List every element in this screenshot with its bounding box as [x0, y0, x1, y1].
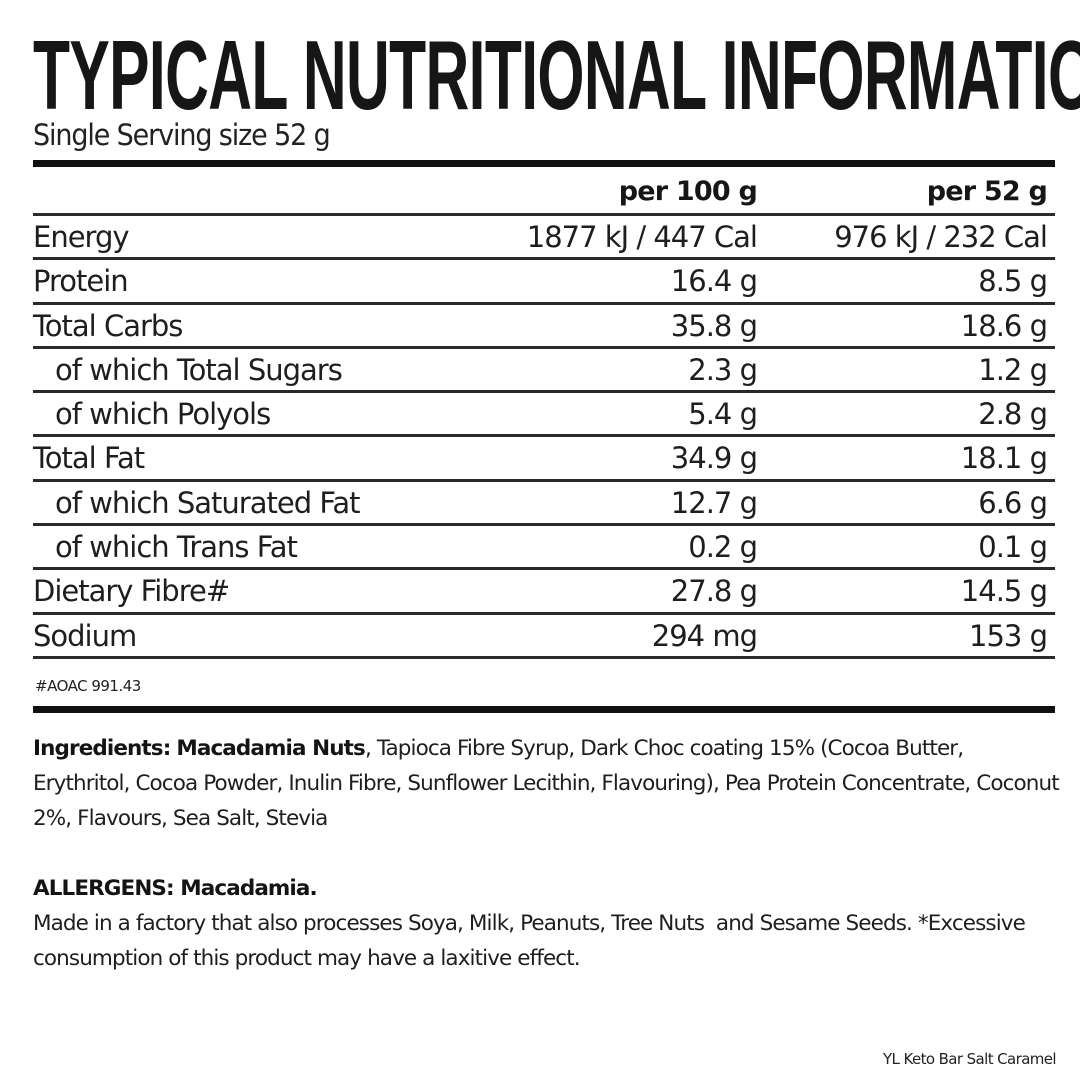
ingredients-statement: Ingredients: Macadamia Nuts, Tapioca Fib…: [33, 731, 1063, 836]
ingredients-text: , Tapioca Fibre Syrup, Dark Choc coating…: [33, 736, 1060, 831]
value-per-serving: 2.8 g: [978, 397, 1048, 432]
value-per-serving: 8.5 g: [978, 264, 1048, 299]
nutrition-table: Energy 1877 kJ / 447 Cal 976 kJ / 232 Ca…: [33, 216, 1055, 659]
ingredients-highlight: Macadamia Nuts: [176, 736, 366, 761]
header-divider: [33, 213, 1055, 216]
value-per-serving: 153 g: [969, 618, 1048, 653]
table-row-total-carbs: Total Carbs 35.8 g 18.6 g: [33, 305, 1055, 349]
value-per-100g: 27.8 g: [670, 574, 758, 609]
ingredients-heading: Ingredients:: [33, 736, 171, 761]
fibre-footnote: #AOAC 991.43: [35, 677, 141, 695]
table-row-saturated-fat: of which Saturated Fat 12.7 g 6.6 g: [33, 482, 1055, 527]
row-label: Total Carbs: [33, 308, 183, 343]
table-row-dietary-fibre: Dietary Fibre# 27.8 g 14.5 g: [33, 570, 1055, 615]
row-label: Sodium: [33, 618, 137, 653]
top-divider: [33, 160, 1055, 167]
row-label: of which Saturated Fat: [55, 485, 360, 520]
value-per-100g: 294 mg: [651, 618, 758, 653]
table-row-sodium: Sodium 294 mg 153 g: [33, 615, 1055, 659]
value-per-serving: 14.5 g: [960, 574, 1048, 609]
serving-size: Single Serving size 52 g: [33, 118, 331, 152]
allergens-text: Made in a factory that also processes So…: [33, 911, 1031, 971]
title-text: TYPICAL NUTRITIONAL INFORMATION: [33, 20, 1080, 130]
row-label: Energy: [33, 220, 130, 254]
row-label: Protein: [33, 264, 129, 299]
table-row-total-sugars: of which Total Sugars 2.3 g 1.2 g: [33, 349, 1055, 394]
table-row-total-fat: Total Fat 34.9 g 18.1 g: [33, 437, 1055, 482]
table-row-trans-fat: of which Trans Fat 0.2 g 0.1 g: [33, 526, 1055, 571]
bottom-divider: [33, 706, 1055, 713]
value-per-100g: 12.7 g: [670, 485, 758, 520]
value-per-100g: 1877 kJ / 447 Cal: [526, 220, 758, 254]
row-label: of which Trans Fat: [55, 530, 298, 565]
value-per-serving: 6.6 g: [978, 485, 1048, 520]
value-per-100g: 35.8 g: [670, 308, 758, 343]
page-title: TYPICAL NUTRITIONAL INFORMATION: [33, 26, 1080, 124]
value-per-serving: 18.1 g: [960, 441, 1048, 476]
column-header-per-serving: per 52 g: [926, 176, 1048, 207]
value-per-serving: 976 kJ / 232 Cal: [834, 220, 1048, 254]
row-label: Dietary Fibre#: [33, 574, 230, 609]
value-per-100g: 0.2 g: [688, 530, 758, 565]
row-label: of which Polyols: [55, 397, 271, 432]
product-name: YL Keto Bar Salt Caramel: [882, 1050, 1057, 1068]
table-row-energy: Energy 1877 kJ / 447 Cal 976 kJ / 232 Ca…: [33, 216, 1055, 261]
value-per-serving: 1.2 g: [978, 352, 1048, 387]
row-label: Total Fat: [33, 441, 145, 476]
row-label: of which Total Sugars: [55, 352, 343, 387]
table-row-protein: Protein 16.4 g 8.5 g: [33, 260, 1055, 305]
allergens-heading: ALLERGENS: Macadamia.: [33, 876, 318, 901]
value-per-100g: 5.4 g: [688, 397, 758, 432]
value-per-100g: 16.4 g: [670, 264, 758, 299]
table-row-polyols: of which Polyols 5.4 g 2.8 g: [33, 393, 1055, 438]
allergens-statement: ALLERGENS: Macadamia. Made in a factory …: [33, 871, 1063, 976]
value-per-serving: 18.6 g: [960, 308, 1048, 343]
value-per-100g: 2.3 g: [688, 352, 758, 387]
value-per-serving: 0.1 g: [978, 530, 1048, 565]
value-per-100g: 34.9 g: [670, 441, 758, 476]
column-header-per-100g: per 100 g: [618, 176, 758, 207]
